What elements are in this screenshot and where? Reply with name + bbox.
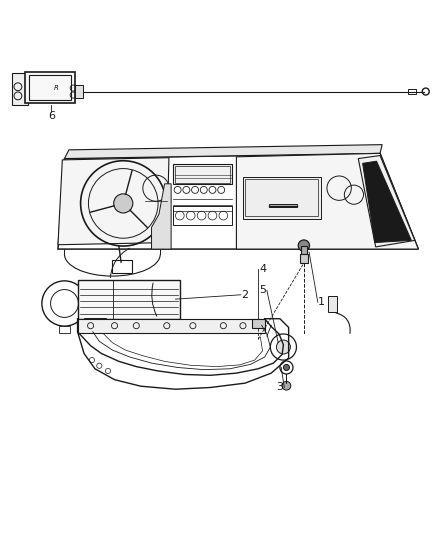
- Text: 6: 6: [48, 111, 55, 122]
- Bar: [175, 166, 230, 182]
- Circle shape: [276, 340, 290, 354]
- Bar: [300, 254, 308, 263]
- Bar: [25, 72, 75, 103]
- Text: 5: 5: [259, 286, 266, 295]
- Bar: [12, 73, 28, 104]
- Polygon shape: [58, 158, 169, 245]
- Text: R: R: [54, 85, 59, 91]
- Bar: [173, 164, 232, 184]
- Bar: [75, 85, 83, 98]
- Bar: [59, 326, 70, 333]
- Bar: [408, 89, 416, 94]
- Bar: [29, 75, 71, 100]
- Circle shape: [283, 365, 290, 370]
- Bar: [78, 319, 265, 333]
- Bar: [301, 246, 307, 255]
- Polygon shape: [358, 156, 415, 247]
- Polygon shape: [237, 154, 418, 249]
- Bar: [173, 206, 232, 225]
- Text: 3: 3: [276, 383, 283, 392]
- Bar: [113, 260, 132, 273]
- Circle shape: [298, 240, 310, 251]
- Circle shape: [282, 382, 291, 390]
- Bar: [245, 180, 318, 216]
- Text: 1: 1: [318, 297, 325, 307]
- Bar: [328, 296, 337, 312]
- Circle shape: [114, 194, 133, 213]
- Text: 4: 4: [259, 264, 266, 274]
- Bar: [84, 318, 106, 327]
- Polygon shape: [363, 161, 411, 243]
- Polygon shape: [152, 184, 171, 249]
- Text: 2: 2: [241, 290, 249, 300]
- Bar: [243, 177, 321, 219]
- Bar: [252, 319, 265, 328]
- Bar: [269, 204, 297, 207]
- Bar: [78, 279, 180, 319]
- Polygon shape: [64, 144, 382, 158]
